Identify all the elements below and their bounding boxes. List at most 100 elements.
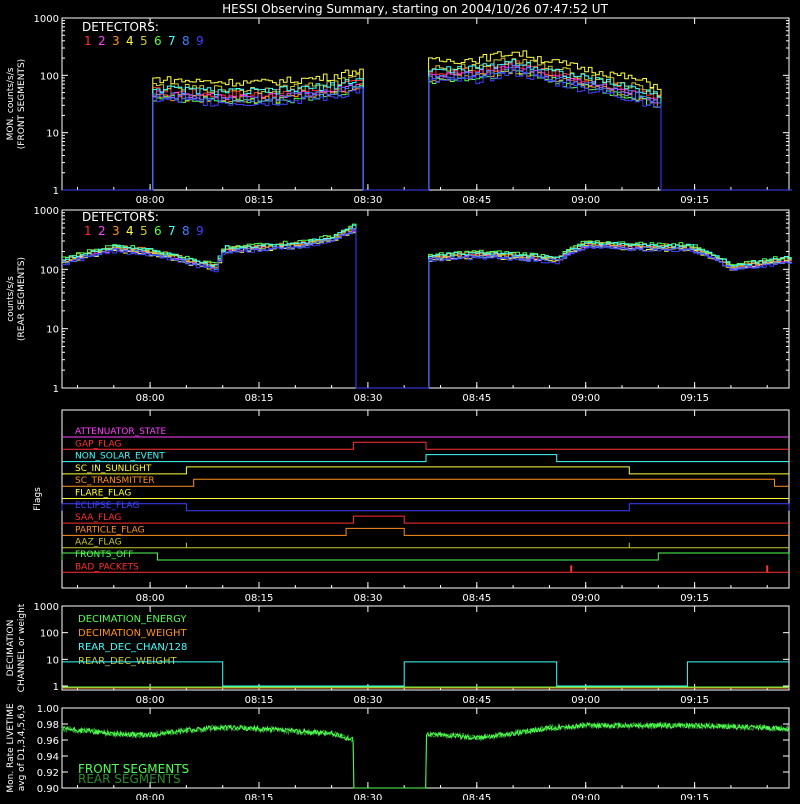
livetime-ytick-label: 1.00	[37, 704, 59, 715]
livetime-ytick-label: 0.98	[37, 720, 59, 731]
livetime-ytick-label: 0.90	[37, 784, 59, 795]
rear-series-detector-1	[62, 228, 792, 389]
rear-ylabel: counts/s/s	[6, 276, 16, 322]
rear-dec-chan-line	[62, 661, 789, 687]
flags-panel-xtick-label: 09:15	[680, 593, 709, 604]
livetime-panel-xtick-label: 09:00	[571, 793, 600, 800]
livetime-panel-xtick-label: 08:15	[245, 793, 274, 800]
front-series-detector-3	[62, 69, 792, 191]
decimation-panel-xtick-label: 08:30	[353, 695, 382, 706]
flag-line	[61, 552, 790, 561]
front-legend-detector: 8	[182, 34, 190, 48]
front-legend-detector: 4	[126, 34, 134, 48]
decimation-panel-xtick-label: 09:15	[680, 695, 709, 706]
front-legend-detector: 1	[84, 34, 92, 48]
flags-panel-xtick-label: 08:45	[462, 593, 491, 604]
livetime-panel-xtick-label: 09:15	[680, 793, 709, 800]
flag-label: SAA_FLAG	[75, 513, 121, 523]
rear-panel-xtick-label: 09:15	[680, 393, 709, 404]
front-legend-detector: 7	[168, 34, 176, 48]
flags-ylabel: Flags	[33, 487, 43, 511]
front-panel-xtick-label: 09:00	[571, 195, 600, 206]
decimation-panel	[61, 605, 790, 691]
livetime-front-line	[61, 721, 790, 789]
rear-legend-detector: 7	[168, 224, 176, 238]
front-panel-xtick-label: 08:30	[353, 195, 382, 206]
decimation-legend-item: REAR_DEC_CHAN/128	[78, 642, 187, 653]
flag-label: NON_SOLAR_EVENT	[75, 452, 165, 462]
flag-line	[62, 515, 789, 524]
decimation-ytick-label: 100	[40, 629, 59, 640]
decimation-panel-xtick-label: 08:00	[136, 695, 165, 706]
front-legend-title: DETECTORS:	[82, 20, 159, 34]
decimation-ytick-label: 10	[46, 655, 59, 666]
decimation-ytick-label: 1000	[34, 602, 59, 613]
rear-legend-detector: 9	[196, 224, 204, 238]
front-series-detector-2	[62, 63, 792, 191]
rear-legend-detector: 2	[98, 224, 106, 238]
rear-legend-detector: 3	[112, 224, 120, 238]
flag-label: PARTICLE_FLAG	[75, 525, 145, 535]
rear-legend-detector: 6	[154, 224, 162, 238]
front-series-detector-1	[62, 60, 792, 191]
flag-label: AAZ_FLAG	[75, 538, 122, 548]
decimation-panel-xtick-label: 09:00	[571, 695, 600, 706]
rear-legend-title: DETECTORS:	[82, 210, 159, 224]
chart-title: HESSI Observing Summary, starting on 200…	[222, 2, 608, 16]
front-legend-detector: 3	[112, 34, 120, 48]
livetime-panel-xtick-label: 08:30	[353, 793, 382, 800]
front-series-detector-6	[62, 69, 792, 191]
flag-label: FRONTS_OFF	[75, 550, 133, 560]
front-legend-detector: 2	[98, 34, 106, 48]
decimation-legend-item: DECIMATION_WEIGHT	[78, 628, 187, 639]
rear-panel-xtick-label: 08:00	[136, 393, 165, 404]
flag-line	[62, 441, 789, 450]
front-ylabel: MON. counts/s/s	[6, 67, 16, 140]
livetime-ylabel-2: avg of D1,3,4,5,6,9	[17, 704, 27, 791]
front-panel-xtick-label: 08:15	[245, 195, 274, 206]
livetime-panel-xtick-label: 08:45	[462, 793, 491, 800]
front-panel-ytick-label: 1	[53, 186, 59, 197]
front-legend-detector: 9	[196, 34, 204, 48]
flags-panel-xtick-label: 08:15	[245, 593, 274, 604]
rear-panel-xtick-label: 08:15	[245, 393, 274, 404]
front-series-detector-9	[62, 69, 792, 191]
livetime-ytick-label: 0.94	[37, 752, 59, 763]
flags-panel-xtick-label: 08:30	[353, 593, 382, 604]
livetime-legend-item: REAR SEGMENTS	[78, 772, 181, 786]
flag-label: ECLIPSE_FLAG	[75, 501, 139, 511]
rear-panel-ytick-label: 1000	[34, 206, 59, 217]
flag-label: FLARE_FLAG	[75, 489, 131, 499]
decimation-panel-xtick-label: 08:15	[245, 695, 274, 706]
rear-legend-detector: 4	[126, 224, 134, 238]
flag-line	[62, 466, 789, 475]
flag-label: BAD_PACKETS	[75, 562, 139, 572]
livetime-ylabel: Mon. Rate LIVETIME	[6, 703, 16, 793]
front-ylabel-2: (FRONT SEGMENTS)	[17, 59, 27, 149]
front-series-detector-4	[62, 50, 792, 191]
flags-panel-xtick-label: 09:00	[571, 593, 600, 604]
flag-line	[62, 454, 789, 463]
decimation-ylabel-2: CHANNEL or weight	[17, 603, 27, 692]
rear-series-detector-9	[62, 229, 792, 389]
decimation-legend-item: DECIMATION_ENERGY	[78, 614, 187, 625]
rear-panel-xtick-label: 09:00	[571, 393, 600, 404]
front-panel-xtick-label: 09:15	[680, 195, 709, 206]
front-panel-xtick-label: 08:00	[136, 195, 165, 206]
front-legend-detector: 5	[140, 34, 148, 48]
rear-series-detector-7	[62, 224, 792, 389]
rear-panel-xtick-label: 08:30	[353, 393, 382, 404]
flag-label: SC_TRANSMITTER	[75, 476, 155, 486]
front-panel-ytick-label: 10	[46, 129, 59, 140]
flag-line	[62, 478, 789, 487]
front-panel-ytick-label: 100	[40, 71, 59, 82]
rear-panel-ytick-label: 10	[46, 325, 59, 336]
decimation-ytick-label: 1	[53, 682, 59, 693]
front-series-detector-7	[62, 59, 792, 191]
rear-series-detector-3	[62, 226, 792, 389]
flag-label: ATTENUATOR_STATE	[75, 427, 167, 437]
flag-line	[61, 503, 790, 512]
rear-panel-xtick-label: 08:45	[462, 393, 491, 404]
rear-legend-detector: 8	[182, 224, 190, 238]
